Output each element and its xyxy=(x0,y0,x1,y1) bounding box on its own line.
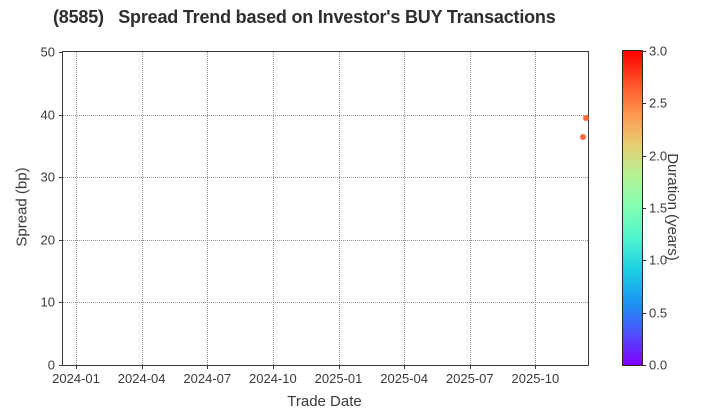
x-gridline xyxy=(535,52,537,365)
x-tick-label: 2024-07 xyxy=(183,371,232,386)
x-tick-mark xyxy=(338,365,340,369)
y-tick-label: 0 xyxy=(47,357,55,373)
x-gridline xyxy=(76,52,78,365)
y-gridline xyxy=(63,302,588,304)
y-tick-label: 30 xyxy=(40,169,55,185)
y-tick-label: 40 xyxy=(40,107,55,123)
y-tick-label: 20 xyxy=(40,232,55,248)
y-tick-mark xyxy=(59,239,63,241)
x-tick-label: 2025-10 xyxy=(511,371,560,386)
colorbar-tick-label: 3.0 xyxy=(649,43,668,59)
x-tick-mark xyxy=(469,365,471,369)
x-tick-label: 2025-04 xyxy=(380,371,428,386)
y-axis-label: Spread (bp) xyxy=(13,167,31,247)
colorbar-tick-mark xyxy=(642,103,646,105)
y-tick-label: 10 xyxy=(40,294,55,310)
colorbar-tick-mark xyxy=(642,260,646,262)
colorbar-gradient: 0.0 0.5 1.0 1.5 2.0 2.5 3.0 xyxy=(622,44,667,373)
x-tick-label: 2024-01 xyxy=(52,371,100,386)
colorbar-tick-mark xyxy=(642,312,646,314)
x-tick-mark xyxy=(272,365,274,369)
x-gridline xyxy=(272,52,274,365)
y-tick-mark xyxy=(59,114,63,116)
y-tick-mark xyxy=(59,177,63,179)
colorbar-tick-mark xyxy=(642,365,646,366)
colorbar-tick-label: 0.0 xyxy=(649,357,668,373)
x-tick-mark xyxy=(404,365,406,369)
colorbar-tick-label: 2.0 xyxy=(649,148,668,164)
scatter-point xyxy=(583,115,590,122)
x-tick-label: 2025-01 xyxy=(314,371,363,386)
y-tick-mark xyxy=(59,365,63,366)
x-tick-mark xyxy=(141,365,143,369)
colorbar-tick-mark xyxy=(642,51,646,52)
x-gridline xyxy=(404,52,406,365)
x-tick-label: 2024-04 xyxy=(117,371,166,386)
colorbar-axis-label: Duration (years) xyxy=(664,153,681,261)
y-gridline xyxy=(63,239,588,241)
colorbar-tick-mark xyxy=(642,155,646,157)
colorbar-tick-mark xyxy=(642,208,646,209)
y-tick-mark xyxy=(59,52,63,53)
x-tick-mark xyxy=(76,365,78,369)
plot-area: 2024-01 2024-04 2024-07 2024-10 2025-01 2025-… xyxy=(41,45,590,386)
colorbar-tick-label: 0.5 xyxy=(649,305,668,321)
x-tick-mark xyxy=(535,365,537,369)
chart-title: (8585) Spread Trend based on Investor's … xyxy=(53,7,556,27)
x-gridline xyxy=(141,52,143,365)
x-tick-label: 2024-10 xyxy=(249,371,297,386)
y-tick-mark xyxy=(59,302,63,304)
x-gridline xyxy=(469,52,471,365)
x-axis-label: Trade Date xyxy=(287,393,362,410)
x-gridline xyxy=(338,52,340,365)
colorbar-tick-label: 1.5 xyxy=(649,200,668,216)
y-gridline xyxy=(63,177,588,179)
scatter-point xyxy=(580,134,587,141)
x-gridline xyxy=(207,52,209,365)
x-tick-mark xyxy=(207,365,209,369)
y-tick-label: 50 xyxy=(40,44,55,60)
colorbar-tick-label: 1.0 xyxy=(649,252,668,268)
x-tick-label: 2025-07 xyxy=(445,371,494,386)
y-gridline xyxy=(63,114,588,116)
colorbar-tick-label: 2.5 xyxy=(649,95,668,111)
